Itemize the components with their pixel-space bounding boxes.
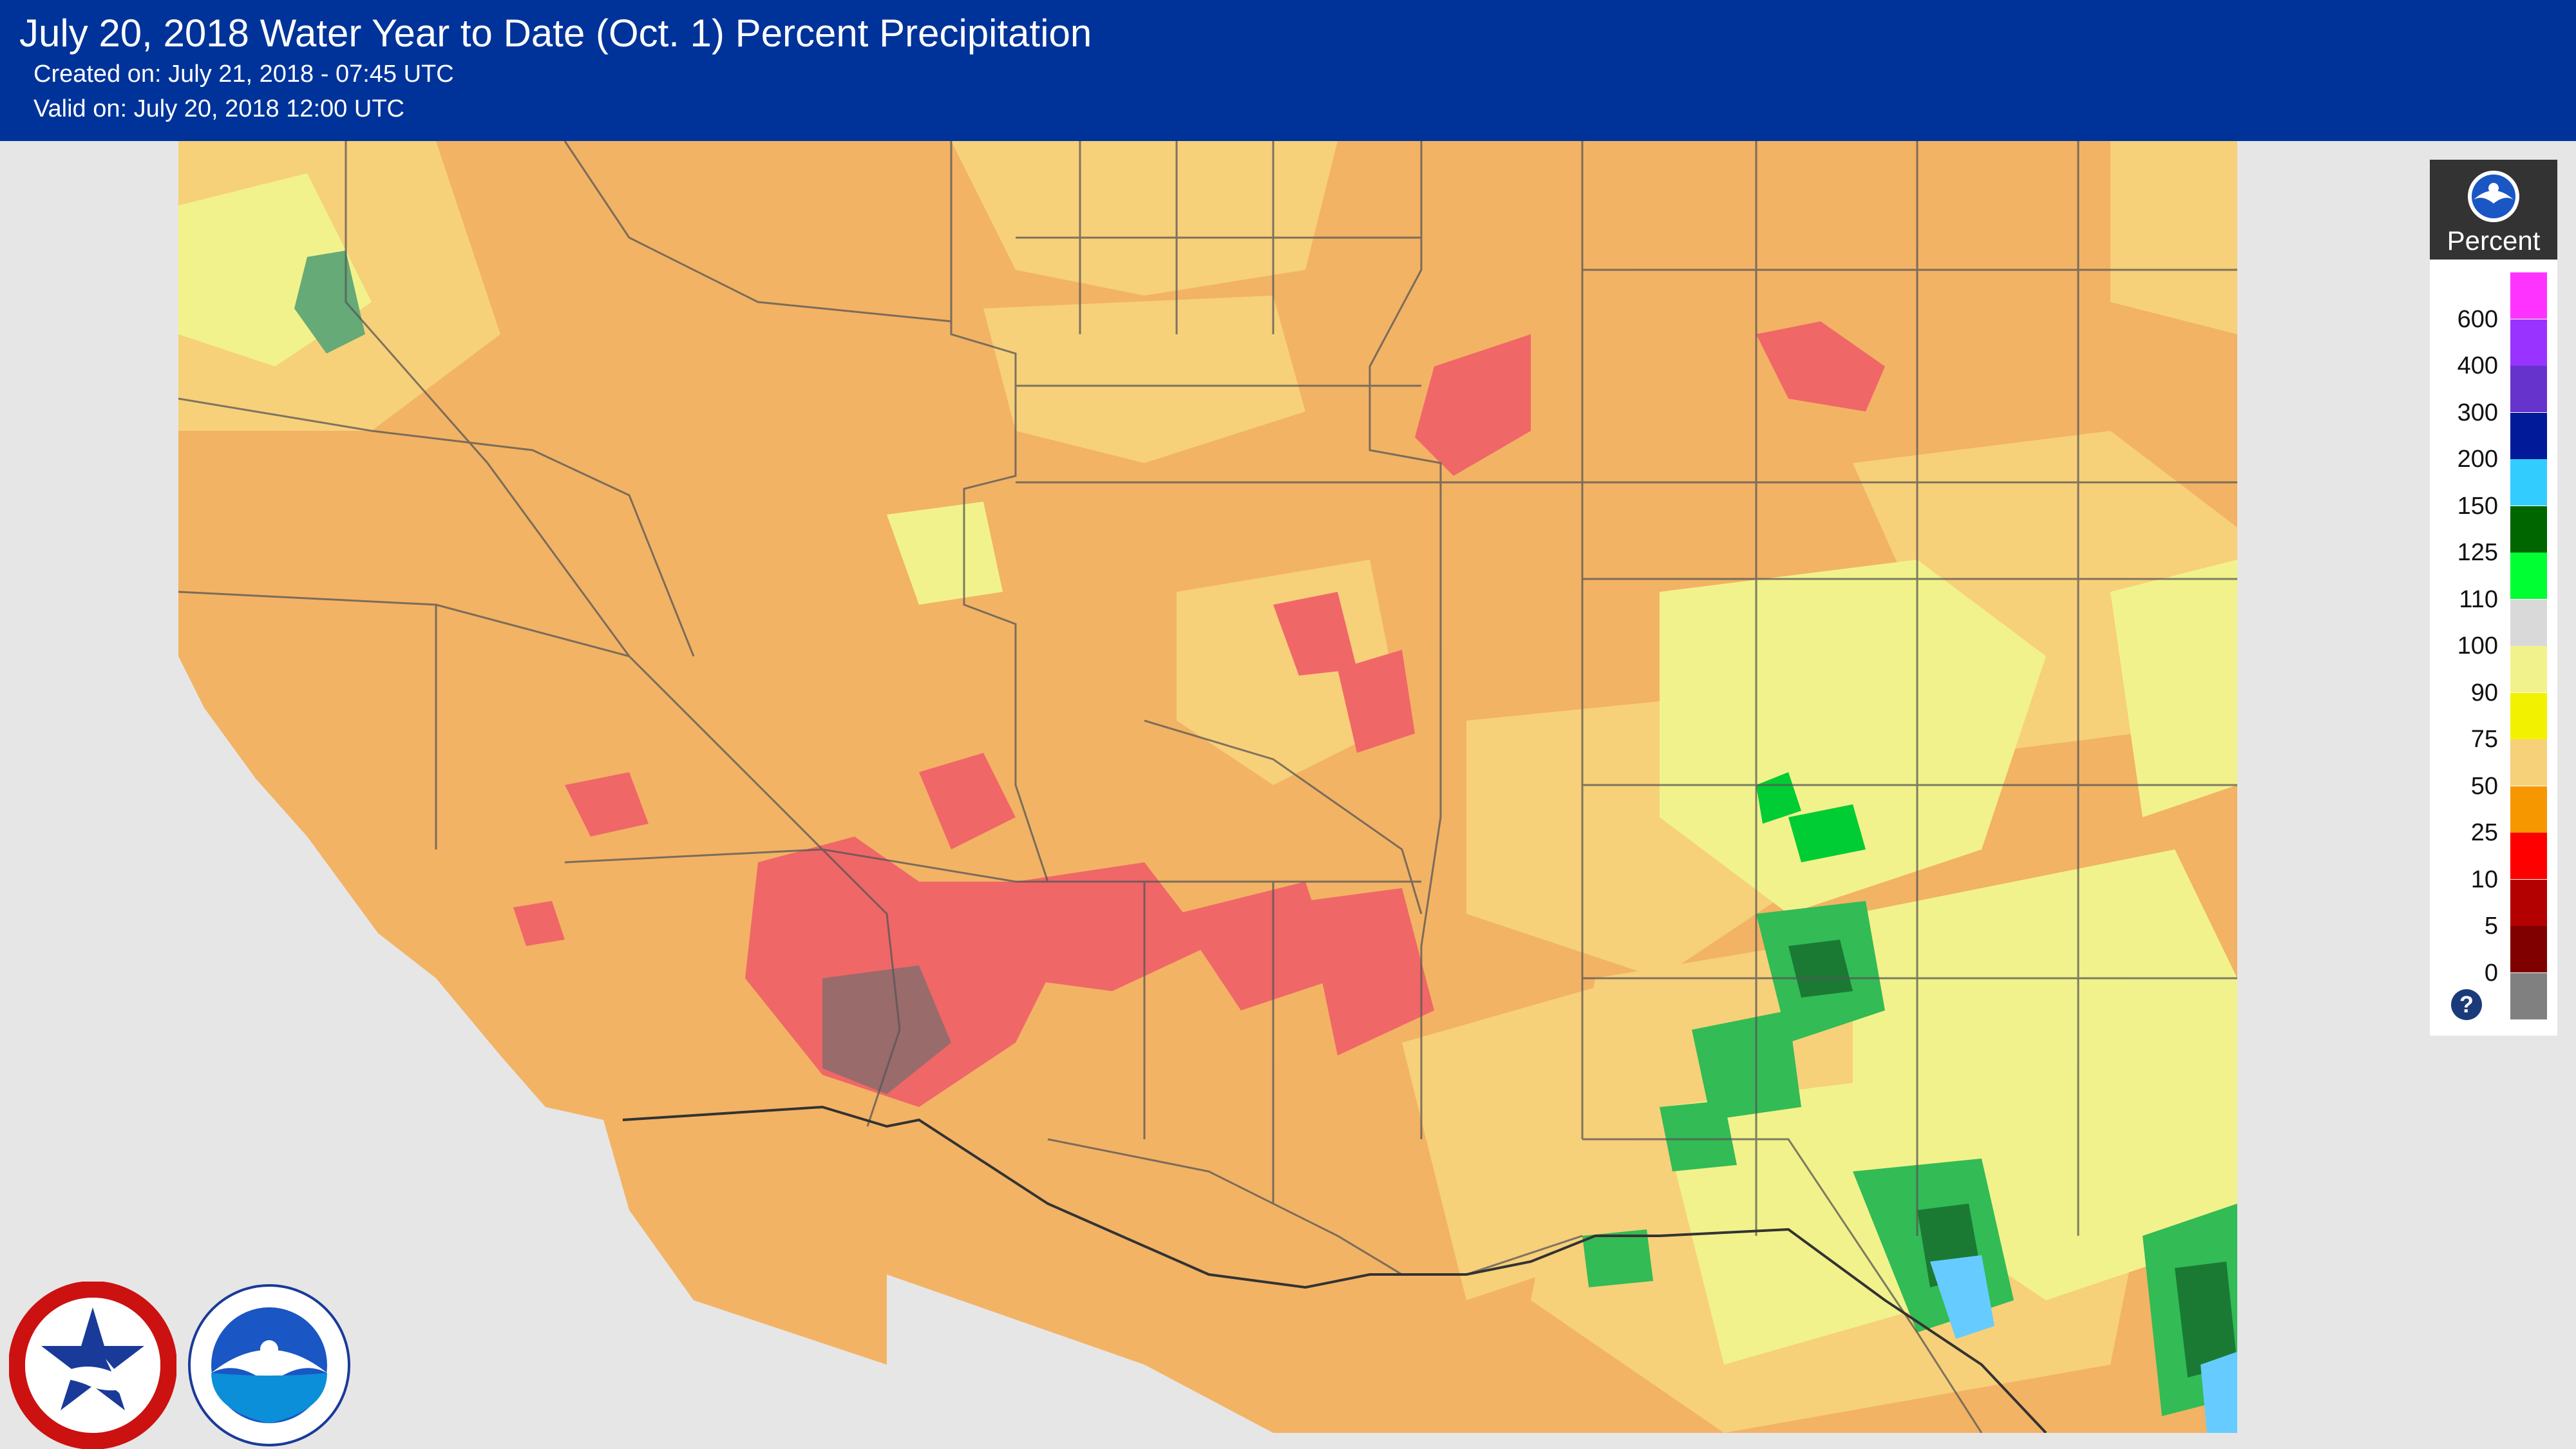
precipitation-map[interactable] — [178, 141, 2237, 1433]
legend-swatch — [2510, 833, 2547, 879]
legend-label: 150 — [2457, 492, 2498, 520]
created-timestamp: Created on: July 21, 2018 - 07:45 UTC — [33, 61, 454, 88]
legend-label: 300 — [2457, 399, 2498, 426]
legend-label: 400 — [2457, 352, 2498, 379]
legend-label: 75 — [2470, 726, 2498, 753]
legend-swatch — [2510, 646, 2547, 692]
legend-swatch — [2510, 599, 2547, 646]
legend-label: 10 — [2470, 866, 2498, 893]
noaa-logo — [188, 1284, 350, 1446]
legend-swatch — [2510, 459, 2547, 506]
map-title: July 20, 2018 Water Year to Date (Oct. 1… — [19, 12, 1092, 55]
legend-swatch — [2510, 272, 2547, 319]
legend-header: Percent — [2430, 160, 2557, 260]
legend-swatch — [2510, 972, 2547, 1019]
legend-label: 110 — [2459, 585, 2498, 613]
legend-swatch — [2510, 366, 2547, 412]
header-bar: July 20, 2018 Water Year to Date (Oct. 1… — [0, 0, 2576, 141]
legend-label: 25 — [2470, 819, 2498, 846]
valid-timestamp: Valid on: July 20, 2018 12:00 UTC — [33, 95, 404, 122]
legend-swatch — [2510, 692, 2547, 739]
legend-swatch — [2510, 786, 2547, 833]
legend-label: 5 — [2484, 913, 2498, 940]
percent-legend: Percent 600 400 300 200 150 125 110 100 90 75 50 25… — [2430, 160, 2557, 1036]
national-weather-service-logo — [9, 1282, 176, 1449]
legend-swatch — [2510, 412, 2547, 459]
legend-title: Percent — [2447, 225, 2541, 256]
legend-swatch — [2510, 553, 2547, 599]
legend-label: 90 — [2470, 679, 2498, 706]
legend-label: 125 — [2457, 539, 2498, 566]
legend-label: 50 — [2470, 772, 2498, 800]
noaa-logo-icon — [2468, 171, 2519, 222]
legend-swatch — [2510, 506, 2547, 553]
legend-swatch — [2510, 739, 2547, 786]
help-icon[interactable]: ? — [2451, 989, 2482, 1020]
legend-label: 100 — [2457, 632, 2498, 659]
legend-label: 200 — [2457, 446, 2498, 473]
legend-body: 600 400 300 200 150 125 110 100 90 75 50 25 10 5 0 — [2430, 260, 2557, 1036]
legend-label: 600 — [2457, 305, 2498, 333]
legend-swatch — [2510, 926, 2547, 972]
legend-swatch — [2510, 319, 2547, 366]
legend-label: 0 — [2484, 959, 2498, 987]
legend-swatch — [2510, 879, 2547, 926]
